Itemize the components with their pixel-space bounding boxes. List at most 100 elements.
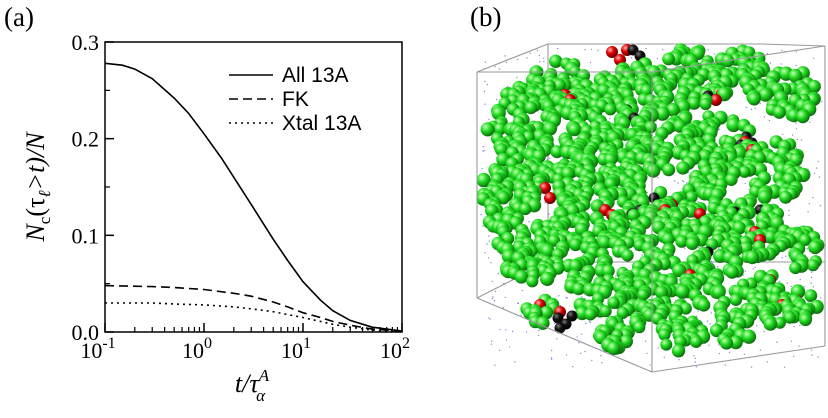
background-particle [800,139,802,141]
background-particle [674,180,676,182]
green-sphere [745,250,760,265]
background-particle [644,340,647,342]
background-particle [681,180,683,182]
background-particle [590,48,593,51]
background-particle [591,359,593,362]
green-sphere [568,259,583,273]
background-particle [694,361,697,363]
background-particle [728,351,731,354]
green-sphere [646,163,661,178]
green-sphere [689,335,703,348]
background-particle [752,268,754,270]
background-particle [600,355,602,357]
background-particle [785,255,787,257]
background-particle [544,202,546,204]
background-particle [525,331,528,333]
green-sphere [662,163,676,177]
background-particle [795,64,797,67]
background-particle [572,365,574,368]
background-particle [505,329,507,331]
green-sphere [637,288,650,301]
background-particle [543,57,545,59]
green-sphere [604,103,617,116]
background-particle [698,246,700,249]
background-particle [706,320,709,322]
background-particle [581,333,583,335]
background-particle [615,275,617,277]
background-particle [744,270,746,272]
x-tick-label: 10-1 [80,335,115,363]
background-particle [517,58,519,61]
background-particle [795,122,797,124]
background-particle [745,107,747,109]
background-particle [486,83,488,86]
green-sphere [567,122,582,137]
background-particle [483,149,485,152]
background-particle [790,340,793,342]
x-tick-label: 100 [182,335,212,363]
green-sphere [660,338,673,351]
background-particle [520,314,522,316]
background-particle [536,49,539,51]
red-sphere [539,182,551,194]
background-particle [529,52,531,54]
background-particle [566,297,568,299]
background-particle [782,133,784,136]
green-sphere [804,289,818,302]
background-particle [484,103,486,105]
background-particle [550,349,553,352]
background-particle [584,350,586,353]
background-particle [554,322,556,325]
simulation-box-front-edges [476,43,826,373]
box-edge [651,345,826,373]
background-particle [589,320,591,323]
panel-label-a: (a) [4,2,34,32]
background-particle [584,49,586,51]
background-particle [779,280,781,282]
background-particle [585,322,587,325]
background-particle [484,252,486,254]
green-sphere [719,336,734,350]
background-particle [810,271,813,273]
background-particle [521,289,524,292]
background-particle [807,211,809,213]
background-particle [763,116,766,118]
background-particle [559,304,561,307]
background-particle [788,209,790,212]
green-sphere [806,259,820,272]
background-particle [580,352,582,355]
background-particle [490,343,493,345]
green-sphere [685,191,698,204]
background-particle [717,266,719,268]
green-sphere [601,264,615,278]
green-sphere [480,122,495,137]
background-particle [686,182,688,184]
background-particle [792,355,795,357]
background-particle [750,366,753,368]
panel-label-b: (b) [470,2,501,32]
background-particle [818,176,821,178]
x-axis-label-sup: A [258,366,270,385]
background-particle [657,347,660,349]
green-sphere [514,270,529,284]
green-sphere [655,106,670,121]
background-particle [481,167,483,170]
green-sphere [526,275,539,288]
background-particle [796,138,799,141]
background-particle [798,345,800,347]
series-line-2 [105,302,403,333]
background-particle [556,47,559,50]
background-particle [511,330,514,333]
background-particle [714,53,716,55]
background-particle [645,47,647,50]
green-sphere [676,161,690,175]
y-axis-label: Nc(τℓ>t)/N [21,131,54,243]
green-sphere [584,308,597,321]
background-particle [641,254,643,256]
x-axis-label-main: t/τ [235,369,260,398]
green-sphere [763,317,778,331]
background-particle [718,352,721,355]
background-particle [694,357,697,359]
y-tick-label: 0.0 [72,320,100,345]
background-particle [489,318,491,320]
